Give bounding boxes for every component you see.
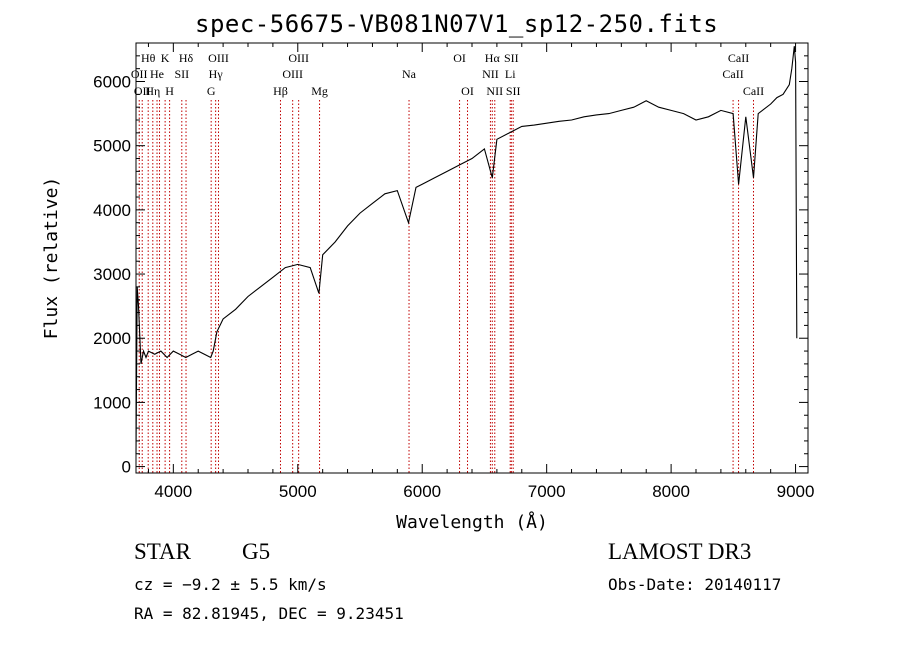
line-label: SII bbox=[506, 84, 521, 98]
line-label: Hδ bbox=[179, 51, 194, 65]
survey-name: LAMOST DR3 bbox=[608, 539, 752, 564]
x-tick-label: 9000 bbox=[777, 482, 815, 501]
line-label: Hγ bbox=[209, 67, 224, 81]
line-label: SII bbox=[174, 67, 189, 81]
spectrum-series-line bbox=[135, 46, 798, 454]
plot-frame bbox=[135, 42, 809, 474]
line-label: Mg bbox=[311, 84, 328, 98]
object-subclass: G5 bbox=[242, 539, 271, 564]
line-label: Hα bbox=[485, 51, 501, 65]
y-axis-label: Flux (relative) bbox=[41, 177, 62, 340]
y-tick-label: 4000 bbox=[93, 201, 131, 220]
line-label: OII bbox=[131, 67, 148, 81]
line-label: Hη bbox=[145, 84, 160, 98]
line-label: SII bbox=[504, 51, 519, 65]
x-tick-label: 6000 bbox=[403, 482, 441, 501]
line-label: G bbox=[207, 84, 216, 98]
line-markers: OIIOIIHθHηHeKHSIIHδGHγOIIIHβOIIIOIIIMgNa… bbox=[131, 51, 764, 473]
y-tick-label: 1000 bbox=[93, 393, 131, 412]
x-tick-label: 8000 bbox=[652, 482, 690, 501]
line-label: OI bbox=[461, 84, 474, 98]
axis-ticks: 4000 5000 6000 7000 8000 9000 0 1000 2000 3000 400… bbox=[93, 43, 814, 501]
x-axis-label: Wavelength (Å) bbox=[396, 511, 548, 533]
line-label: Hβ bbox=[273, 84, 288, 98]
x-tick-label: 7000 bbox=[528, 482, 566, 501]
coordinates: RA = 82.81945, DEC = 9.23451 bbox=[134, 604, 404, 623]
line-label: OIII bbox=[282, 67, 303, 81]
x-tick-label: 4000 bbox=[154, 482, 192, 501]
line-label: NII bbox=[482, 67, 499, 81]
line-label: H bbox=[165, 84, 174, 98]
redshift-cz: cz = −9.2 ± 5.5 km/s bbox=[134, 575, 327, 594]
line-label: CaII bbox=[743, 84, 764, 98]
line-label: K bbox=[161, 51, 170, 65]
line-label: OIII bbox=[288, 51, 309, 65]
obs-date: Obs-Date: 20140117 bbox=[608, 575, 782, 594]
y-tick-label: 5000 bbox=[93, 137, 131, 156]
y-tick-label: 0 bbox=[122, 458, 131, 477]
line-label: Hθ bbox=[141, 51, 156, 65]
chart-title: spec-56675-VB081N07V1_sp12-250.fits bbox=[195, 10, 719, 38]
y-tick-label: 2000 bbox=[93, 329, 131, 348]
line-label: Na bbox=[402, 67, 417, 81]
line-label: OIII bbox=[208, 51, 229, 65]
line-label: OI bbox=[453, 51, 466, 65]
y-tick-label: 6000 bbox=[93, 73, 131, 92]
line-label: Li bbox=[505, 67, 516, 81]
y-tick-label: 3000 bbox=[93, 265, 131, 284]
object-class: STAR bbox=[134, 539, 191, 564]
line-label: CaII bbox=[728, 51, 749, 65]
line-label: CaII bbox=[722, 67, 743, 81]
line-label: NII bbox=[486, 84, 503, 98]
line-label: He bbox=[150, 67, 164, 81]
x-tick-label: 5000 bbox=[279, 482, 317, 501]
